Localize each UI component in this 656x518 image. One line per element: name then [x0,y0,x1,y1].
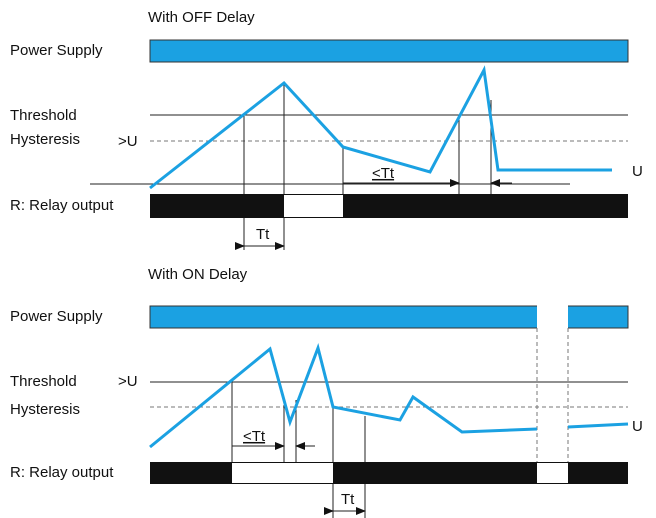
power-gap [537,305,568,329]
signal [149,65,612,190]
label: Hysteresis [10,131,80,148]
label: Threshold [10,373,77,390]
signal [567,422,629,429]
label: U [632,163,643,180]
label: Power Supply [10,308,103,325]
label: >U [118,373,138,390]
label: U [632,418,643,435]
label: R: Relay output [10,197,114,214]
signal [149,343,538,449]
title: With ON Delay [148,266,248,283]
label: <Tt [243,428,266,445]
label: <Tt [372,165,395,182]
relay-bar [150,194,628,218]
title: With OFF Delay [148,9,255,26]
relay-off [284,195,343,217]
off-delay-diagram: With OFF Delay Power Supply Threshold Hy… [10,9,643,250]
power-bar [149,39,629,63]
label: R: Relay output [10,464,114,481]
label: Hysteresis [10,401,80,418]
label: >U [118,133,138,150]
relay-off [232,463,333,483]
markers [243,83,492,250]
label: Tt [341,491,355,508]
power-bar [149,305,629,329]
relay-off [537,463,568,483]
label: Threshold [10,107,77,124]
on-delay-diagram: With ON Delay Power Supply Threshold >U … [10,266,643,518]
label: Power Supply [10,42,103,59]
label: Tt [256,226,270,243]
